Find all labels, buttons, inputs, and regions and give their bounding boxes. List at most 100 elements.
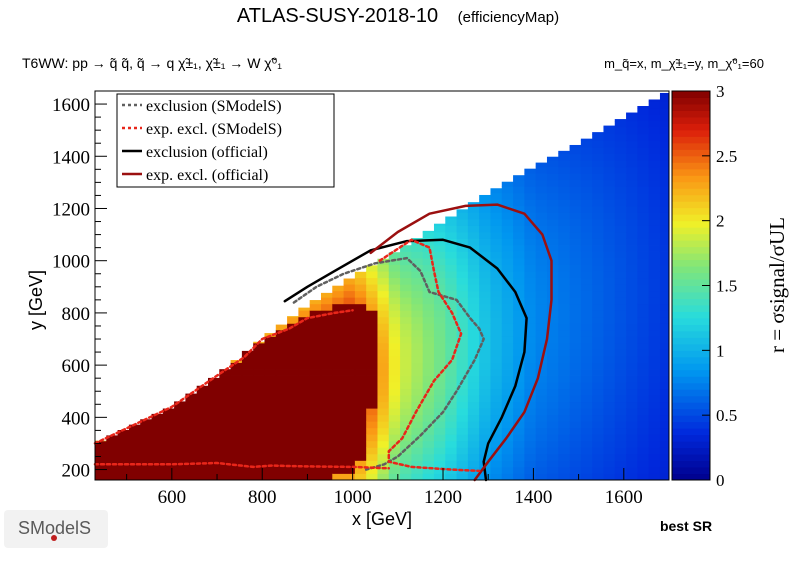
heatmap-cell	[456, 369, 469, 376]
heatmap-cell	[298, 375, 311, 383]
heatmap-cell	[490, 382, 503, 390]
heatmap-cell	[637, 473, 650, 481]
heatmap-cell	[456, 336, 469, 344]
heatmap-cell	[433, 434, 446, 442]
heatmap-cell	[479, 310, 491, 318]
heatmap-cell	[377, 284, 390, 292]
heatmap-cell	[479, 225, 491, 233]
heatmap-cell	[343, 349, 356, 357]
heatmap-cell	[592, 173, 604, 181]
heatmap-cell	[580, 434, 593, 442]
heatmap-cell	[343, 388, 356, 396]
heatmap-cell	[354, 427, 367, 435]
heatmap-cell	[433, 277, 446, 285]
heatmap-cell	[264, 466, 277, 474]
heatmap-cell	[433, 395, 446, 403]
heatmap-cell	[659, 264, 670, 272]
heatmap-cell	[648, 258, 661, 266]
heatmap-cell	[524, 466, 537, 474]
heatmap-cell	[637, 238, 650, 246]
heatmap-cell	[287, 434, 299, 442]
heatmap-cell	[411, 369, 424, 376]
heatmap-cell	[648, 277, 661, 285]
heatmap-cell	[354, 271, 367, 279]
heatmap-cell	[580, 186, 593, 194]
heatmap-cell	[433, 408, 446, 416]
heatmap-cell	[513, 427, 525, 435]
heatmap-cell	[569, 355, 582, 363]
heatmap-cell	[456, 388, 469, 396]
heatmap-cell	[287, 382, 299, 390]
heatmap-cell	[445, 316, 457, 324]
heatmap-cell	[614, 166, 627, 174]
heatmap-cell	[614, 297, 627, 305]
heatmap-cell	[332, 355, 344, 363]
heatmap-cell	[648, 375, 661, 383]
heatmap-cell	[513, 271, 525, 279]
color-scale-segment	[672, 246, 710, 254]
heatmap-cell	[479, 349, 491, 357]
heatmap-cell	[298, 408, 311, 416]
heatmap-cell	[659, 447, 670, 455]
heatmap-cell	[400, 401, 412, 409]
heatmap-cell	[275, 369, 288, 376]
heatmap-cell	[501, 303, 514, 311]
heatmap-cell	[309, 342, 322, 350]
heatmap-cell	[558, 271, 570, 279]
heatmap-cell	[580, 323, 593, 331]
heatmap-cell	[275, 414, 288, 422]
heatmap-cell	[626, 192, 638, 200]
heatmap-cell	[445, 375, 457, 383]
heatmap-cell	[558, 310, 570, 318]
heatmap-cell	[501, 212, 514, 220]
svg-text:SModelS: SModelS	[18, 518, 91, 538]
heatmap-cell	[569, 303, 582, 311]
heatmap-cell	[513, 362, 525, 370]
heatmap-cell	[648, 440, 661, 448]
heatmap-cell	[637, 323, 650, 331]
heatmap-cell	[320, 316, 333, 324]
heatmap-cell	[546, 238, 559, 246]
heatmap-cell	[298, 473, 311, 481]
heatmap-cell	[603, 355, 616, 363]
heatmap-cell	[614, 303, 627, 311]
heatmap-cell	[411, 245, 424, 252]
color-scale-segment	[672, 330, 710, 338]
color-scale-segment	[672, 285, 710, 293]
heatmap-cell	[467, 231, 480, 239]
heatmap-cell	[241, 362, 254, 370]
heatmap-cell	[659, 440, 670, 448]
heatmap-cell	[388, 395, 401, 403]
color-scale-segment	[672, 350, 710, 358]
heatmap-cell	[513, 245, 525, 252]
heatmap-cell	[626, 421, 638, 429]
heatmap-cell	[648, 336, 661, 344]
heatmap-cell	[490, 355, 503, 363]
heatmap-cell	[377, 264, 390, 272]
heatmap-cell	[580, 212, 593, 220]
heatmap-cell	[253, 453, 265, 461]
heatmap-cell	[614, 408, 627, 416]
heatmap-cell	[366, 466, 378, 474]
heatmap-cell	[546, 466, 559, 474]
heatmap-cell	[400, 434, 412, 442]
heatmap-cell	[433, 466, 446, 474]
heatmap-cell	[648, 434, 661, 442]
heatmap-cell	[614, 414, 627, 422]
heatmap-cell	[569, 251, 582, 259]
heatmap-cell	[501, 355, 514, 363]
heatmap-cell	[207, 421, 220, 429]
heatmap-cell	[637, 460, 650, 468]
heatmap-cell	[603, 440, 616, 448]
heatmap-cell	[524, 388, 537, 396]
heatmap-cell	[546, 395, 559, 403]
heatmap-cell	[603, 342, 616, 350]
heatmap-cell	[162, 453, 175, 461]
heatmap-cell	[479, 205, 491, 213]
heatmap-cell	[253, 401, 265, 409]
heatmap-cell	[207, 395, 220, 403]
heatmap-cell	[603, 303, 616, 311]
heatmap-cell	[535, 408, 548, 416]
heatmap-cell	[490, 342, 503, 350]
heatmap-cell	[264, 408, 277, 416]
